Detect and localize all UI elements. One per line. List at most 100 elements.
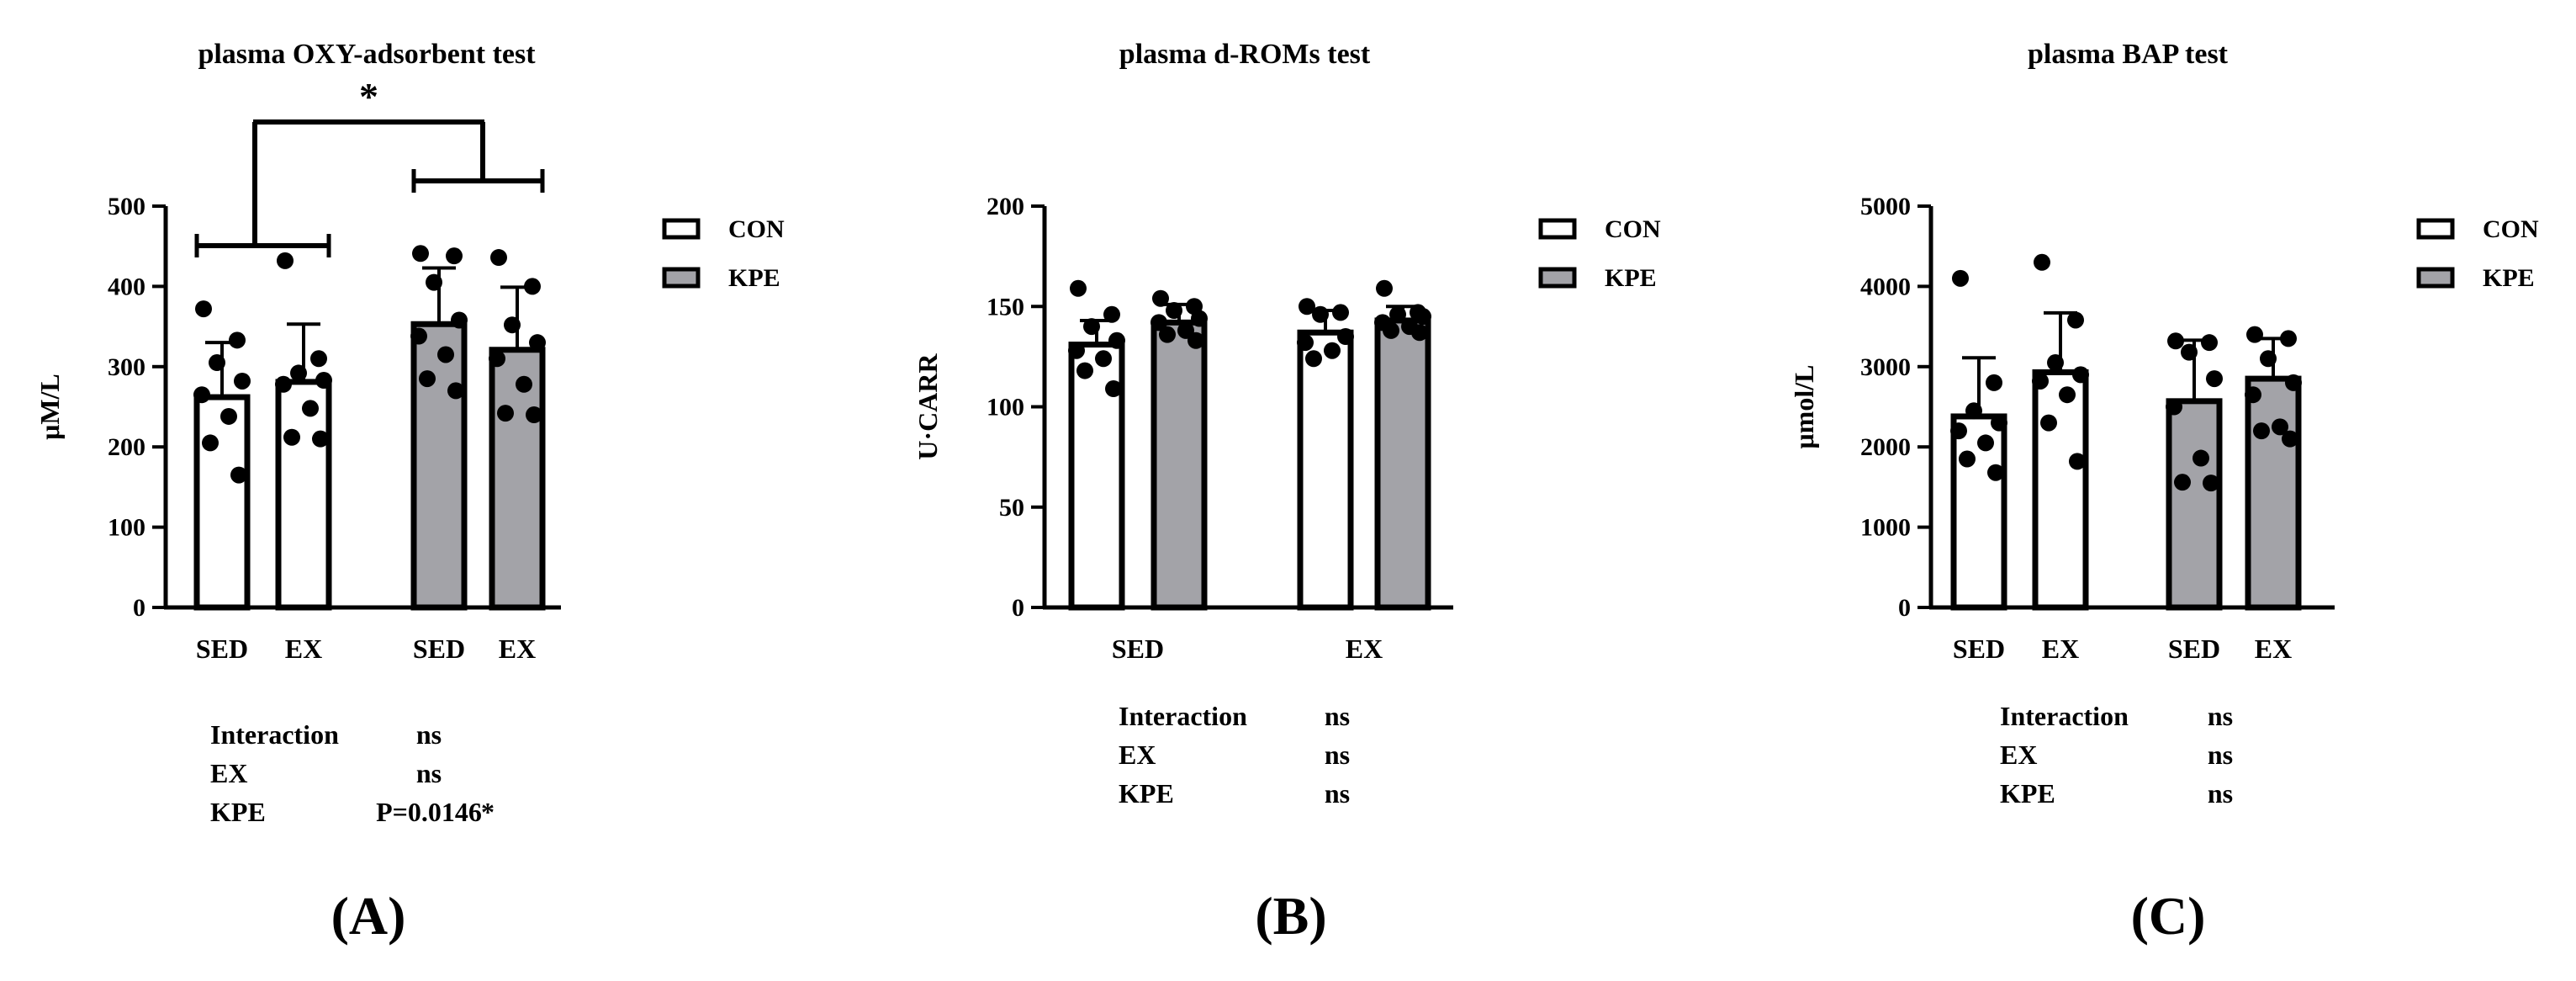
stats-value: ns	[1325, 740, 1350, 770]
data-point	[1166, 302, 1182, 320]
data-point	[2166, 398, 2182, 416]
legend-swatch	[662, 267, 701, 289]
data-point	[2040, 414, 2057, 432]
data-point	[1965, 402, 1982, 420]
stats-label: KPE	[1119, 778, 1174, 809]
legend-swatch	[1538, 267, 1577, 289]
data-point	[2067, 311, 2084, 329]
data-point	[412, 245, 429, 262]
data-point	[1324, 342, 1341, 359]
data-point	[437, 346, 454, 363]
y-tick-label: 100	[986, 394, 1024, 422]
data-point	[1986, 374, 2002, 391]
y-tick-label: 0	[1012, 594, 1024, 622]
x-tick-label: SED	[2168, 634, 2220, 664]
y-tick-label: 200	[986, 193, 1024, 220]
y-axis-label: U·CARR	[912, 353, 943, 460]
stats-label: Interaction	[210, 719, 339, 750]
y-axis-label: μmol/L	[1789, 365, 1819, 449]
y-tick-label: 0	[133, 594, 145, 622]
data-point	[1105, 380, 1122, 398]
data-point	[2032, 372, 2049, 390]
bar	[2032, 369, 2089, 611]
legend-swatch	[662, 218, 701, 240]
data-point	[277, 252, 294, 269]
chart-title: plasma d-ROMs test	[1119, 39, 1371, 70]
data-point	[2167, 332, 2184, 350]
x-tick-label: SED	[1953, 634, 2005, 664]
legend-label: CON	[728, 215, 785, 243]
x-tick-label: EX	[285, 634, 322, 664]
data-point	[490, 249, 507, 267]
stats-value: ns	[2208, 778, 2233, 809]
data-point	[2282, 430, 2298, 448]
data-point	[193, 386, 210, 404]
legend-swatch	[2416, 267, 2455, 289]
data-point	[446, 247, 463, 265]
bar	[1374, 317, 1431, 611]
y-tick-label: 300	[108, 353, 145, 381]
data-point	[229, 331, 246, 349]
data-point	[1083, 318, 1100, 336]
panel-label: (B)	[1255, 886, 1326, 946]
data-point	[1068, 342, 1085, 359]
stats-star: *	[481, 797, 495, 827]
x-tick-label: EX	[2255, 634, 2292, 664]
data-point	[2047, 354, 2064, 372]
data-point	[230, 466, 247, 484]
y-tick-label: 0	[1898, 594, 1911, 622]
stats-value: ns	[1325, 778, 1350, 809]
data-point	[2246, 326, 2263, 343]
data-point	[1159, 326, 1176, 343]
stats-label: EX	[2000, 740, 2037, 770]
legend-swatch	[1538, 218, 1577, 240]
x-tick-label: EX	[1346, 634, 1383, 664]
data-point	[310, 350, 327, 368]
data-point	[419, 370, 436, 388]
data-point	[209, 354, 225, 372]
data-point	[1411, 324, 1428, 342]
data-point	[2260, 350, 2277, 368]
data-point	[275, 375, 292, 393]
data-point	[1332, 304, 1349, 321]
data-point	[2059, 386, 2076, 404]
data-point	[1299, 298, 1315, 316]
data-point	[410, 327, 427, 345]
data-point	[1070, 279, 1087, 297]
data-point	[497, 405, 514, 422]
data-point	[2201, 334, 2218, 352]
x-tick-label: SED	[196, 634, 248, 664]
stats-label: EX	[210, 758, 247, 788]
stats-value: ns	[416, 719, 442, 750]
y-tick-label: 5000	[1860, 193, 1911, 220]
data-point	[2069, 453, 2086, 470]
y-tick-label: 50	[999, 494, 1024, 522]
data-point	[2285, 374, 2302, 391]
stats-label: KPE	[2000, 778, 2055, 809]
legend-label: KPE	[2483, 264, 2535, 292]
x-tick-label: SED	[1112, 634, 1164, 664]
data-point	[220, 407, 237, 425]
data-point	[1952, 269, 1969, 287]
data-point	[2253, 422, 2270, 440]
bar	[489, 347, 546, 611]
stats-label: Interaction	[1119, 701, 1247, 731]
stats-value: P=0.0146	[376, 797, 482, 827]
bar	[2166, 398, 2223, 611]
data-point	[1376, 279, 1393, 297]
legend-label: KPE	[1605, 264, 1657, 292]
data-point	[312, 430, 329, 448]
stats-value: ns	[2208, 701, 2233, 731]
legend-swatch	[2416, 218, 2455, 240]
stats-value: ns	[2208, 740, 2233, 770]
legend-label: KPE	[728, 264, 780, 292]
data-point	[1108, 331, 1125, 349]
data-point	[447, 382, 464, 400]
data-point	[290, 364, 307, 382]
data-point	[2034, 253, 2050, 271]
bar	[193, 394, 251, 611]
data-point	[1415, 308, 1431, 326]
stats-value: ns	[1325, 701, 1350, 731]
x-tick-label: SED	[413, 634, 465, 664]
